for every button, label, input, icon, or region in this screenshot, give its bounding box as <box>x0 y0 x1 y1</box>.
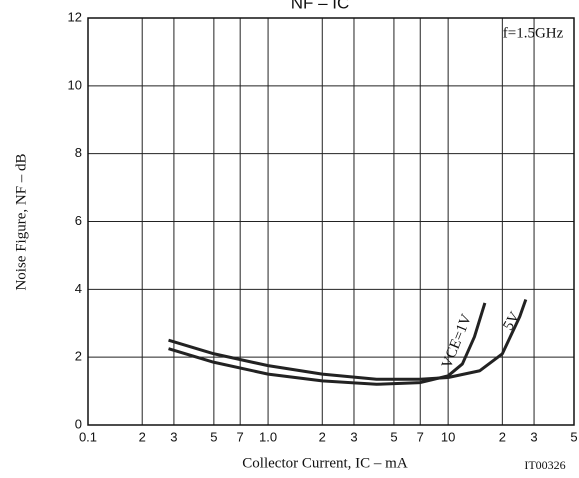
x-tick-label: 10 <box>441 429 455 444</box>
y-tick-label: 8 <box>75 145 82 160</box>
x-tick-label: 3 <box>350 429 357 444</box>
x-tick-label: 1.0 <box>259 429 277 444</box>
x-tick-label: 5 <box>210 429 217 444</box>
y-tick-label: 12 <box>68 9 82 24</box>
x-tick-label: 3 <box>170 429 177 444</box>
plot-frame <box>87 17 575 426</box>
x-tick-label: 5 <box>390 429 397 444</box>
y-tick-label: 6 <box>75 213 82 228</box>
annotation: f=1.5GHz <box>503 25 564 41</box>
x-tick-label: 2 <box>499 429 506 444</box>
x-tick-label: 2 <box>319 429 326 444</box>
x-tick-label: 3 <box>530 429 537 444</box>
x-tick-label: 0.1 <box>79 429 97 444</box>
annotation: IT00326 <box>524 458 565 472</box>
y-tick-label: 2 <box>75 349 82 364</box>
y-tick-label: 4 <box>75 281 82 296</box>
x-tick-label: 2 <box>139 429 146 444</box>
line <box>168 299 528 381</box>
chart-title: NF – IC <box>291 0 350 12</box>
line <box>168 302 487 386</box>
x-tick-label: 7 <box>237 429 244 444</box>
y-tick-label: 10 <box>68 77 82 92</box>
x-tick-label: 5 <box>570 429 577 444</box>
y-axis-label: Noise Figure, NF – dB <box>13 153 29 290</box>
x-axis-label: Collector Current, IC – mA <box>242 455 408 471</box>
series-label: VCE=1V <box>439 312 475 371</box>
x-tick-label: 7 <box>417 429 424 444</box>
y-tick-label: 0 <box>75 416 82 431</box>
